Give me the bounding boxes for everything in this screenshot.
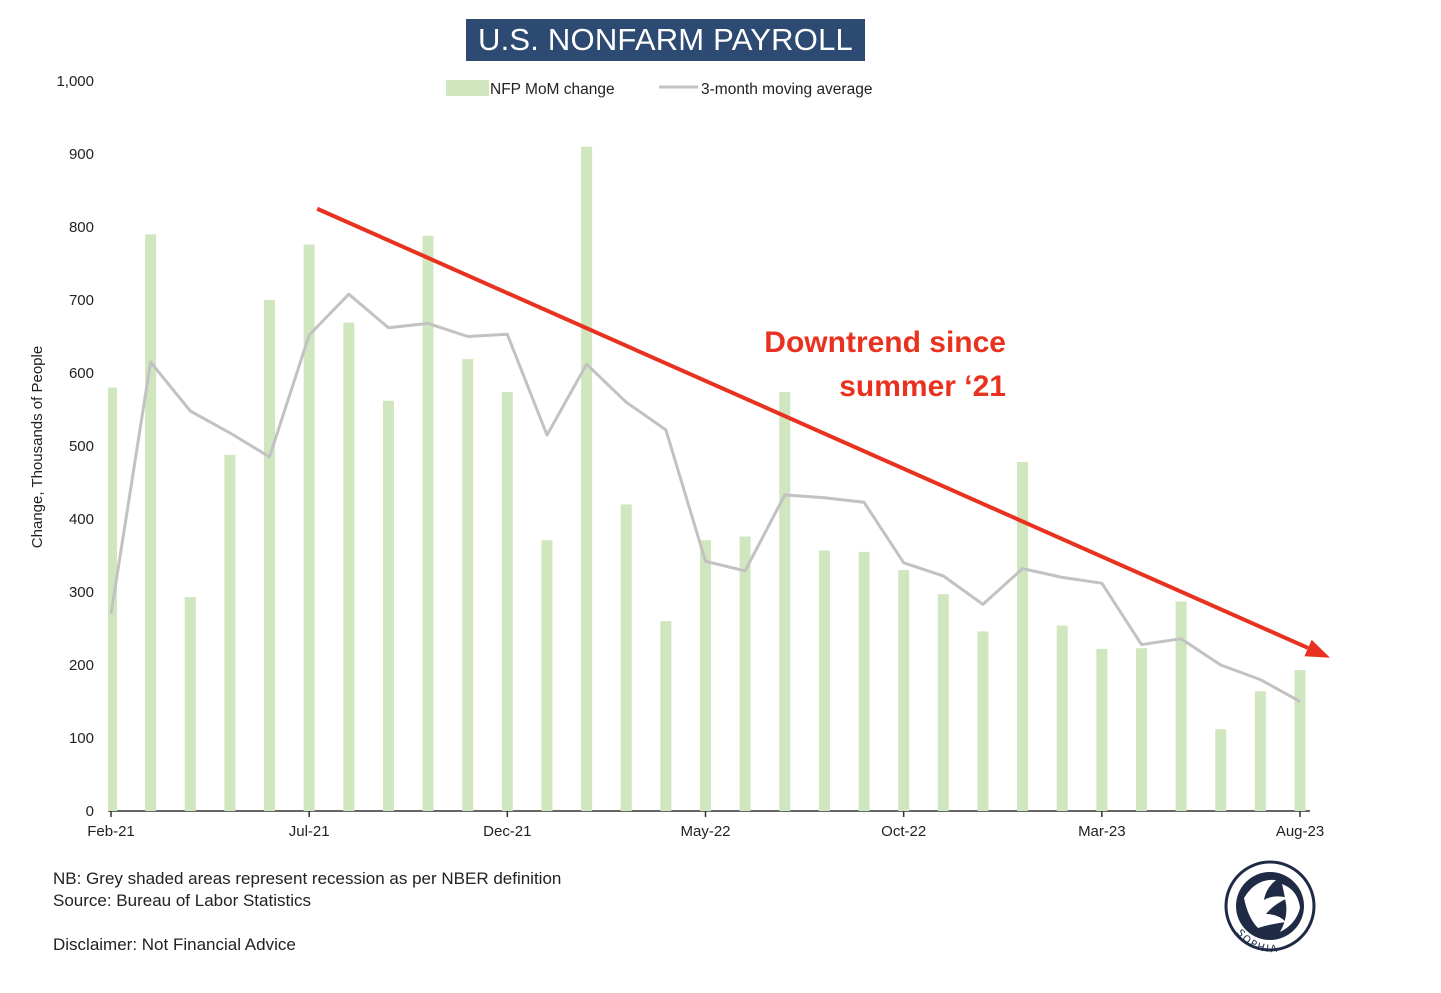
bar xyxy=(501,391,513,811)
bar xyxy=(1017,462,1029,811)
x-tick-label: Oct-22 xyxy=(881,823,926,840)
trend-arrow-head xyxy=(1304,639,1330,658)
bar xyxy=(620,504,632,811)
bar xyxy=(1135,648,1147,811)
bar xyxy=(898,570,910,811)
y-tick-label: 1,000 xyxy=(56,73,94,90)
bar xyxy=(739,536,751,811)
bar xyxy=(303,244,315,811)
bar xyxy=(1175,601,1187,811)
bar xyxy=(581,146,593,811)
y-tick-label: 800 xyxy=(69,219,94,236)
line-series xyxy=(109,292,1301,703)
axes: 0 100 200 300 400 500 600 700 800 900 1,000 Feb-21 J… xyxy=(56,73,1324,840)
legend-swatch-bars xyxy=(446,80,489,96)
x-tick-label: Jul-21 xyxy=(289,823,330,840)
bar xyxy=(382,400,394,811)
x-tick-label: Feb-21 xyxy=(87,823,135,840)
nb-note: NB: Grey shaded areas represent recessio… xyxy=(53,869,562,888)
bar xyxy=(422,235,434,811)
bar xyxy=(343,322,355,811)
bar xyxy=(1215,729,1227,811)
bar xyxy=(779,391,791,811)
y-tick-label: 500 xyxy=(69,438,94,455)
bar xyxy=(660,621,672,811)
bar xyxy=(818,550,830,811)
y-tick-label: 100 xyxy=(69,730,94,747)
y-tick-label: 300 xyxy=(69,584,94,601)
bar-series xyxy=(108,146,1306,812)
moving-average-line xyxy=(109,292,1301,703)
x-tick-label: Aug-23 xyxy=(1276,823,1324,840)
legend-label-bars: NFP MoM change xyxy=(490,81,615,98)
bar xyxy=(462,359,474,811)
trend-arrow-shaft xyxy=(316,206,1309,650)
bar xyxy=(145,234,157,812)
bar xyxy=(224,454,236,811)
bar xyxy=(264,300,276,811)
bar xyxy=(1294,670,1306,811)
bar xyxy=(1096,648,1108,811)
x-tick-label: Dec-21 xyxy=(483,823,531,840)
y-tick-label: 400 xyxy=(69,511,94,528)
y-tick-label: 0 xyxy=(86,803,94,820)
x-tick-label: May-22 xyxy=(680,823,730,840)
sophia-head-logo-icon: SOPHIA xyxy=(1224,860,1316,955)
y-axis-label: Change, Thousands of People xyxy=(29,346,46,548)
legend-label-line: 3-month moving average xyxy=(701,81,872,98)
trend-annotation-line2: summer ‘21 xyxy=(839,370,1006,403)
bar xyxy=(977,631,989,811)
bar xyxy=(184,597,196,811)
chart-title: U.S. NONFARM PAYROLL xyxy=(466,19,865,61)
bar xyxy=(858,551,870,811)
trend-arrow xyxy=(316,206,1330,658)
y-tick-label: 900 xyxy=(69,146,94,163)
bar xyxy=(700,540,711,811)
bar xyxy=(1056,625,1068,811)
y-tick-label: 200 xyxy=(69,657,94,674)
source-note: Source: Bureau of Labor Statistics xyxy=(53,891,311,910)
y-tick-label: 700 xyxy=(69,292,94,309)
bar xyxy=(1254,691,1266,811)
trend-annotation-line1: Downtrend since xyxy=(764,326,1006,359)
bar xyxy=(937,594,949,811)
bar xyxy=(541,540,553,811)
y-tick-label: 600 xyxy=(69,365,94,382)
disclaimer-note: Disclaimer: Not Financial Advice xyxy=(53,935,296,954)
legend: NFP MoM change 3-month moving average xyxy=(446,80,872,98)
x-tick-label: Mar-23 xyxy=(1078,823,1126,840)
